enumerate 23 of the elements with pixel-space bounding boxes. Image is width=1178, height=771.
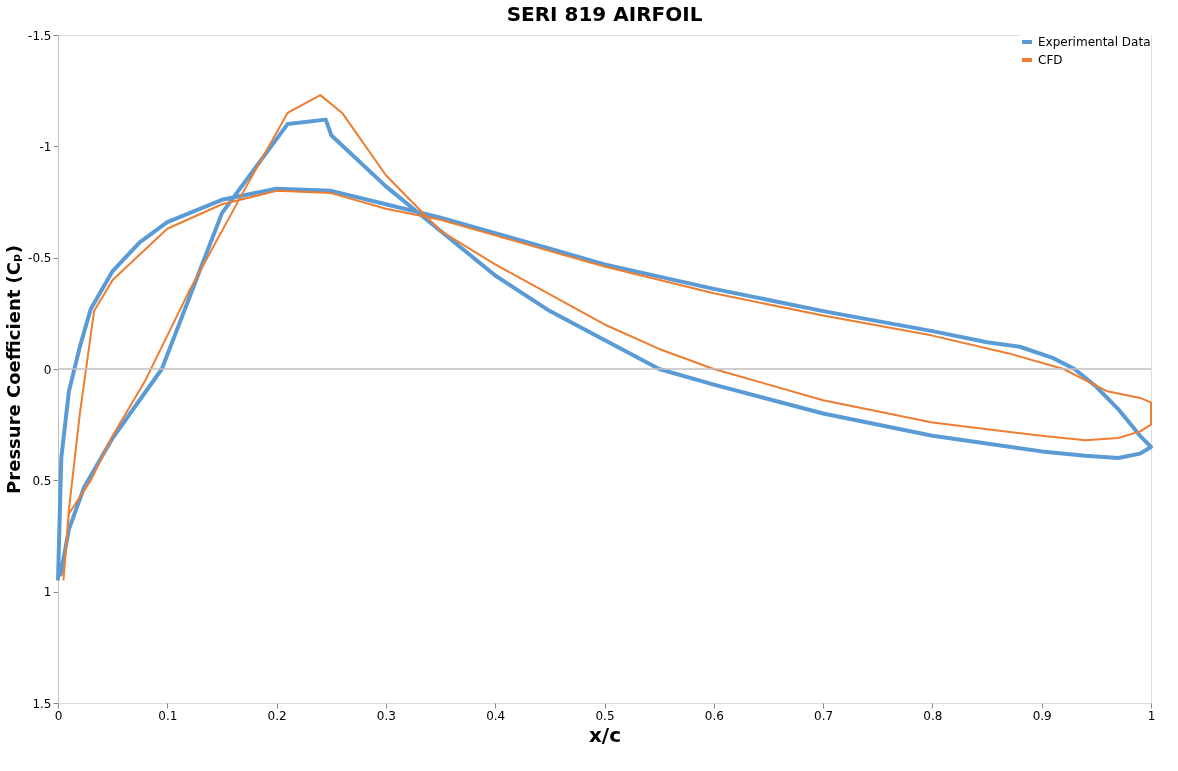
x-axis-title: x/c — [588, 722, 622, 747]
legend-label: Experimental Data — [1038, 35, 1151, 49]
x-tick-label: 0.6 — [704, 708, 724, 723]
y-tick-label: -1.5 — [28, 28, 52, 43]
y-axis-title: Pressure Coefficient (Cₚ) — [3, 245, 25, 494]
x-tick-label: 0.7 — [814, 708, 834, 723]
legend-label: CFD — [1038, 53, 1063, 67]
x-tick-label: 0.2 — [267, 708, 287, 723]
y-tick-label: 1.5 — [32, 696, 52, 711]
y-tick-label: 0.5 — [32, 473, 52, 488]
x-tick-label: 0.9 — [1032, 708, 1052, 723]
y-tick-label: -0.5 — [28, 251, 52, 266]
x-tick-label: 0.3 — [376, 708, 396, 723]
x-tick-label: 0.5 — [595, 708, 615, 723]
x-tick-label: 0.4 — [486, 708, 506, 723]
y-tick-label: 0 — [43, 362, 52, 377]
x-tick-label: 0.8 — [923, 708, 943, 723]
x-tick-label: 0 — [54, 708, 63, 723]
y-tick-label: 1 — [43, 585, 52, 600]
chart-title: SERI 819 AIRFOIL — [506, 2, 703, 26]
x-tick-label: 1 — [1147, 708, 1156, 723]
y-tick-label: -1 — [39, 139, 52, 154]
x-tick-label: 0.1 — [158, 708, 178, 723]
